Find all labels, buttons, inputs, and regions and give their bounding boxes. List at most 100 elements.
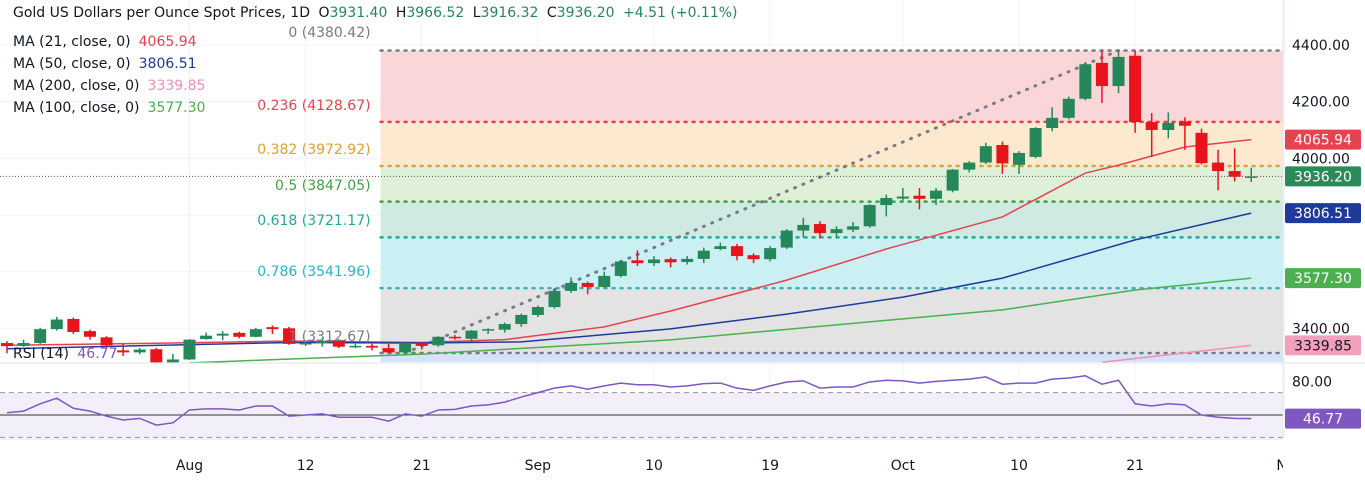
price-tag-bg (1285, 203, 1361, 224)
price-tag-text: 3936.20 (1294, 169, 1352, 185)
candle (216, 331, 229, 341)
candle (515, 313, 528, 327)
candle (1046, 107, 1059, 132)
candlesticks (1, 50, 1258, 364)
ma-value: 3806.51 (138, 56, 197, 72)
candle (1178, 117, 1191, 150)
candle (764, 246, 777, 262)
candle-body (714, 246, 727, 249)
candle-body (133, 349, 146, 353)
price-tag: 3936.20 (1285, 166, 1361, 187)
candle-body (498, 324, 511, 330)
candle-body (399, 343, 412, 353)
candle (100, 336, 113, 348)
x-tick-label: 10 (645, 458, 663, 474)
symbol-legend: Gold US Dollars per Ounce Spot Prices, 1… (13, 5, 742, 22)
candle-body (382, 348, 395, 353)
candle-body (648, 259, 661, 264)
candle (415, 341, 428, 350)
open-value: 3931.40 (329, 5, 388, 21)
x-tick-label: 12 (297, 458, 315, 474)
candle (913, 188, 926, 210)
candle-body (1, 343, 13, 347)
candle-body (117, 350, 130, 353)
candle (365, 343, 378, 351)
fib-level-label: 0.618 (3721.17) (257, 213, 371, 230)
price-tag: 3339.85 (1285, 335, 1361, 356)
candle-body (67, 318, 80, 332)
candle-body (797, 224, 810, 231)
candle-body (200, 335, 213, 340)
candle-body (249, 329, 262, 337)
candle (631, 250, 644, 266)
fib-zone (380, 237, 1283, 289)
ma-legend[interactable]: MA (50, close, 0) 3806.51 (13, 56, 201, 73)
price-tag-text: 3577.30 (1294, 271, 1352, 287)
candle (382, 343, 395, 354)
candle-body (1029, 128, 1042, 157)
fib-level-label: 1 (3312.67) (288, 329, 371, 346)
price-tag-bg (1285, 129, 1361, 150)
moving-averages (6, 138, 1252, 364)
candle-body (465, 330, 478, 339)
candle (1112, 50, 1125, 94)
candle-body (1012, 152, 1025, 165)
candle-body (614, 261, 627, 276)
ma-legend[interactable]: MA (100, close, 0) 3577.30 (13, 100, 209, 117)
candle-body (598, 275, 611, 287)
candle-body (183, 339, 196, 360)
candle-body (581, 282, 594, 287)
candle-body (1212, 162, 1225, 172)
close-value: 3936.20 (556, 5, 615, 21)
candle (1195, 128, 1208, 165)
candle (67, 317, 80, 334)
ma-label: MA (21, close, 0) (13, 34, 131, 50)
candle-body (847, 226, 860, 230)
candle (664, 257, 677, 268)
candle-body (531, 307, 544, 315)
candle (896, 188, 909, 201)
candle (714, 242, 727, 251)
candle-body (747, 255, 760, 260)
rsi-pane (0, 362, 1365, 438)
price-tags: 4065.94 3936.20 3806.51 3577.30 3339.85 46.77 (1285, 129, 1361, 429)
low-label: L (472, 5, 481, 21)
x-tick-label: Nov (1276, 458, 1303, 474)
y-tick-label: 3400.00 (1292, 321, 1350, 337)
candle (963, 161, 976, 173)
candle-body (415, 343, 428, 346)
candle (1079, 61, 1092, 101)
candle-body (283, 328, 296, 344)
candle-body (913, 195, 926, 199)
fib-zone (380, 165, 1283, 202)
candle (813, 221, 826, 239)
ma-value: 4065.94 (138, 34, 197, 50)
price-tag-text: 3339.85 (1294, 338, 1352, 354)
candle (498, 322, 511, 333)
candle-body (979, 146, 992, 163)
candle-body (365, 345, 378, 348)
candle-body (764, 248, 777, 260)
ma-label: MA (100, close, 0) (13, 100, 140, 116)
candle (1029, 127, 1042, 159)
fib-zone (380, 50, 1283, 122)
price-tag-text: 4065.94 (1294, 133, 1352, 149)
high-label: H (395, 5, 407, 21)
ma-legend[interactable]: MA (21, close, 0) 4065.94 (13, 34, 201, 51)
candle (946, 169, 959, 193)
candle-body (166, 359, 179, 363)
candle-body (1245, 176, 1258, 178)
candle-body (150, 349, 163, 363)
candle-body (548, 290, 561, 308)
y-tick-label: 4400.00 (1292, 38, 1350, 54)
candle (730, 243, 743, 261)
candle (1162, 112, 1175, 139)
ma-legend[interactable]: MA (200, close, 0) 3339.85 (13, 78, 209, 95)
candle (548, 288, 561, 309)
fib-level-label: 0.5 (3847.05) (275, 177, 371, 194)
candle-body (1112, 56, 1125, 87)
candle-body (946, 169, 959, 191)
price-tag-bg (1285, 408, 1361, 429)
candle-body (332, 340, 345, 347)
